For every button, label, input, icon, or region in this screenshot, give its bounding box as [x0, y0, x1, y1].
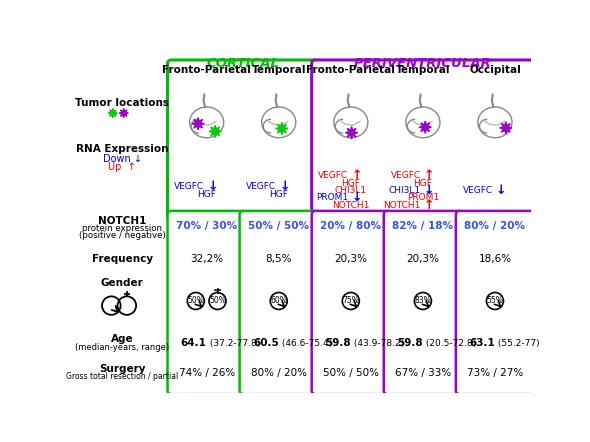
Text: 75%: 75%	[342, 297, 359, 305]
Text: CHI3L1: CHI3L1	[335, 186, 367, 195]
Text: 67% / 33%: 67% / 33%	[395, 368, 451, 377]
Text: HGF: HGF	[414, 179, 432, 188]
FancyBboxPatch shape	[312, 60, 534, 219]
Text: 50% / 50%: 50% / 50%	[323, 368, 379, 377]
Text: 63.1: 63.1	[469, 338, 495, 348]
Text: ↓: ↓	[280, 180, 290, 193]
Text: VEGFC: VEGFC	[246, 183, 276, 191]
Text: Temporal: Temporal	[251, 65, 306, 75]
Text: (37.2-77.8): (37.2-77.8)	[206, 339, 260, 348]
Text: Fronto-Parietal: Fronto-Parietal	[306, 65, 395, 75]
Text: 50%: 50%	[188, 297, 204, 305]
Text: Temporal: Temporal	[396, 65, 450, 75]
Text: CHI3L1: CHI3L1	[388, 186, 421, 195]
Text: 55%: 55%	[487, 297, 503, 305]
Text: VEGFC: VEGFC	[391, 171, 421, 180]
Text: 20,3%: 20,3%	[335, 255, 368, 264]
Text: Gross total resection / partial: Gross total resection / partial	[66, 372, 178, 381]
FancyBboxPatch shape	[456, 211, 534, 394]
Text: 20,3%: 20,3%	[407, 255, 440, 264]
Text: ↑: ↑	[424, 169, 434, 183]
Text: (55.2-77): (55.2-77)	[495, 339, 540, 348]
Text: 50%: 50%	[209, 297, 226, 305]
Text: 80% / 20%: 80% / 20%	[464, 221, 526, 231]
Text: HGF: HGF	[197, 190, 216, 198]
Text: NOTCH1: NOTCH1	[383, 201, 421, 210]
Text: 82% / 18%: 82% / 18%	[392, 221, 453, 231]
Polygon shape	[108, 108, 117, 118]
Text: CORTICAL: CORTICAL	[206, 57, 279, 70]
Text: NOTCH1: NOTCH1	[98, 216, 146, 226]
Text: HGF: HGF	[269, 190, 288, 198]
Text: 74% / 26%: 74% / 26%	[179, 368, 235, 377]
Text: Tumor locations: Tumor locations	[75, 98, 169, 108]
Text: 8,5%: 8,5%	[266, 255, 292, 264]
Text: Gender: Gender	[101, 278, 143, 287]
Text: ↓: ↓	[208, 180, 218, 193]
Text: Occipital: Occipital	[469, 65, 521, 75]
Text: 20% / 80%: 20% / 80%	[320, 221, 381, 231]
Text: (43.9-78.2): (43.9-78.2)	[351, 339, 404, 348]
Text: VEGFC: VEGFC	[174, 183, 204, 191]
Text: (positive / negative): (positive / negative)	[79, 231, 166, 240]
Text: (median-years, range): (median-years, range)	[75, 343, 169, 352]
Text: ↓: ↓	[352, 191, 362, 204]
Text: Fronto-Parietal: Fronto-Parietal	[162, 65, 251, 75]
Text: 59.8: 59.8	[325, 338, 351, 348]
Text: ↓: ↓	[424, 184, 434, 197]
Text: Frequency: Frequency	[91, 255, 153, 264]
Text: Down ↓: Down ↓	[103, 153, 142, 164]
Text: PROM1: PROM1	[407, 193, 439, 202]
Text: Surgery: Surgery	[99, 364, 146, 374]
Text: ↑: ↑	[352, 169, 362, 183]
Polygon shape	[345, 126, 358, 139]
Text: HGF: HGF	[342, 179, 360, 188]
Text: 70% / 30%: 70% / 30%	[176, 221, 237, 231]
Text: 60.5: 60.5	[253, 338, 278, 348]
Polygon shape	[192, 118, 204, 130]
Text: 60%: 60%	[270, 297, 287, 305]
Text: protein expression: protein expression	[82, 224, 162, 233]
Text: ↑: ↑	[424, 198, 434, 212]
Text: 32,2%: 32,2%	[190, 255, 223, 264]
Text: PERIVENTRICULAR: PERIVENTRICULAR	[354, 57, 492, 70]
Text: VEGFC: VEGFC	[319, 171, 349, 180]
FancyBboxPatch shape	[240, 211, 318, 394]
Text: (46.6-75.4): (46.6-75.4)	[278, 339, 332, 348]
Text: RNA Expression: RNA Expression	[76, 144, 168, 154]
FancyBboxPatch shape	[168, 211, 246, 394]
FancyBboxPatch shape	[168, 60, 318, 219]
FancyBboxPatch shape	[384, 211, 462, 394]
Polygon shape	[500, 122, 512, 134]
Text: 73% / 27%: 73% / 27%	[467, 368, 523, 377]
Text: (20.5-72.8): (20.5-72.8)	[423, 339, 476, 348]
Polygon shape	[119, 108, 129, 118]
Text: Up  ↑: Up ↑	[109, 162, 136, 172]
FancyBboxPatch shape	[312, 211, 390, 394]
Text: 64.1: 64.1	[181, 338, 206, 348]
Text: Age: Age	[111, 335, 133, 344]
Text: 80% / 20%: 80% / 20%	[251, 368, 307, 377]
Polygon shape	[276, 122, 288, 135]
Text: PROM1: PROM1	[316, 193, 349, 202]
Text: 59.8: 59.8	[397, 338, 423, 348]
Polygon shape	[209, 125, 221, 137]
Text: ↓: ↓	[496, 184, 506, 197]
Text: 50% / 50%: 50% / 50%	[248, 221, 309, 231]
Polygon shape	[419, 121, 431, 133]
Text: 83%: 83%	[415, 297, 431, 305]
Text: NOTCH1: NOTCH1	[332, 201, 369, 210]
Text: VEGFC: VEGFC	[463, 186, 493, 195]
Text: 18,6%: 18,6%	[478, 255, 512, 264]
